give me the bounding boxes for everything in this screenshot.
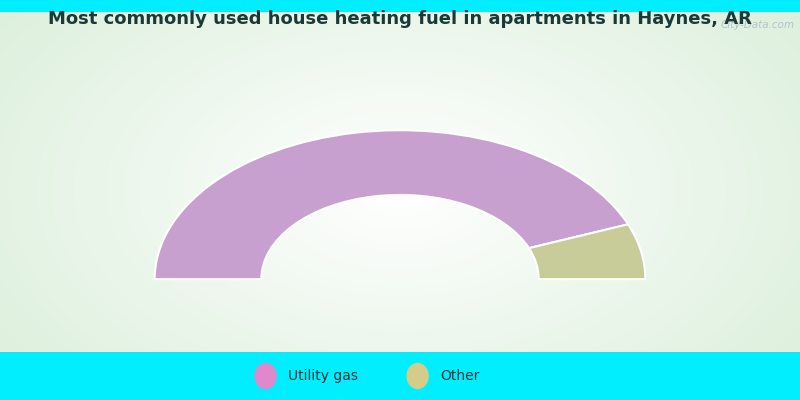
Text: City-Data.com: City-Data.com	[721, 20, 794, 30]
Ellipse shape	[254, 363, 277, 389]
Wedge shape	[529, 224, 646, 279]
Text: Most commonly used house heating fuel in apartments in Haynes, AR: Most commonly used house heating fuel in…	[48, 10, 752, 28]
Wedge shape	[154, 130, 628, 279]
Text: Utility gas: Utility gas	[288, 369, 358, 383]
Ellipse shape	[406, 363, 429, 389]
Text: Other: Other	[440, 369, 479, 383]
